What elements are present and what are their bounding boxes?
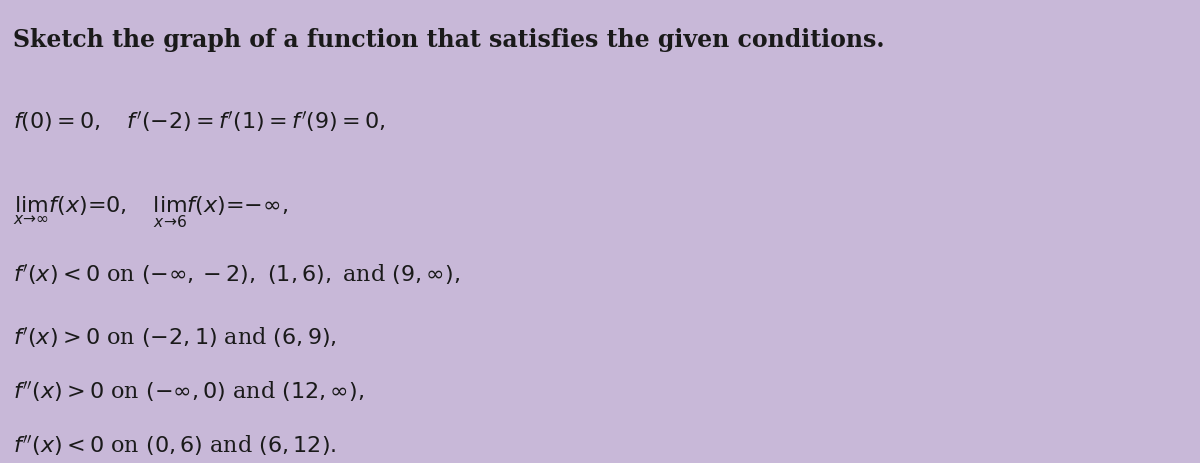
Text: $\lim_{x \to \infty} f(x) = 0, \quad \lim_{x \to 6} f(x) = -\infty,$: $\lim_{x \to \infty} f(x) = 0, \quad \li… xyxy=(13,195,288,230)
Text: $f(0) = 0, \quad f'(-2) = f'(1) = f'(9) = 0,$: $f(0) = 0, \quad f'(-2) = f'(1) = f'(9) … xyxy=(13,109,386,134)
Text: $f''(x) > 0$ on $(-\infty, 0)$ and $(12, \infty),$: $f''(x) > 0$ on $(-\infty, 0)$ and $(12,… xyxy=(13,379,365,404)
Text: $f'(x) < 0$ on $(-\infty, -2),\ (1, 6),$ and $(9, \infty),$: $f'(x) < 0$ on $(-\infty, -2),\ (1, 6),$… xyxy=(13,263,461,287)
Text: Sketch the graph of a function that satisfies the given conditions.: Sketch the graph of a function that sati… xyxy=(13,28,884,52)
Text: $f'(x) > 0$ on $(-2, 1)$ and $(6, 9),$: $f'(x) > 0$ on $(-2, 1)$ and $(6, 9),$ xyxy=(13,325,337,350)
Text: $f''(x) < 0$ on $(0, 6)$ and $(6, 12).$: $f''(x) < 0$ on $(0, 6)$ and $(6, 12).$ xyxy=(13,433,337,458)
